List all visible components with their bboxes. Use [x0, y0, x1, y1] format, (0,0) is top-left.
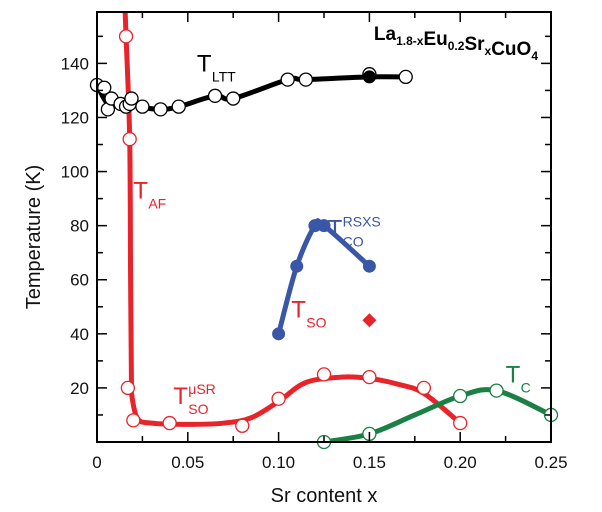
data-point-t-ltt [280, 72, 295, 87]
x-tick-label: 0.25 [534, 453, 567, 472]
data-point-t-c [453, 388, 468, 404]
data-point-t-so-sr [271, 391, 286, 406]
annotation-superscript: μSR [188, 381, 216, 397]
data-point-t-ltt [398, 69, 413, 85]
data-point-t-ltt [171, 99, 186, 114]
data-point-t-co-rsxs [317, 219, 331, 233]
annotation-subscript: AF [148, 196, 166, 212]
series-line-t-af [122, 12, 135, 391]
data-point-t-c [489, 383, 504, 398]
annotation-symbol: T [506, 362, 521, 389]
data-point-t-co-rsxs [290, 259, 304, 273]
data-point-t-ltt [124, 91, 139, 106]
y-tick-label: 40 [70, 325, 89, 344]
data-point-t-ltt [153, 102, 168, 117]
annotation-symbol: T [291, 297, 306, 324]
annotation-subscript: SO [306, 315, 326, 331]
y-tick-label: 100 [61, 163, 89, 182]
annotation-subscript: CO [343, 233, 364, 249]
x-tick-label: 0 [92, 453, 101, 472]
data-point-t-so-sr [416, 380, 432, 396]
x-axis-ticks: 0 0.05 0.10 0.15 0.20 0.25 [92, 12, 568, 472]
annotation-so: T SO [291, 297, 326, 331]
annotation-symbol: T [197, 50, 212, 77]
data-point-t-ltt [135, 99, 150, 114]
data-point-t-so [362, 313, 377, 328]
annotation-symbol: T [133, 178, 148, 205]
data-point-t-co-rsxs [362, 259, 376, 273]
y-tick-label: 20 [70, 379, 89, 398]
y-tick-label: 120 [61, 108, 89, 127]
annotation-af: T AF [133, 178, 166, 212]
data-point-t-so-sr [162, 415, 177, 431]
data-point-t-af [118, 29, 134, 44]
x-tick-label: 0.05 [171, 453, 204, 472]
data-point-t-af [122, 131, 137, 147]
data-point-t-so-sr [362, 369, 377, 385]
data-point-t-so-sr [453, 415, 468, 431]
annotation-symbol: T [173, 383, 188, 410]
data-point-t-so-sr [126, 413, 141, 428]
x-axis-label: Sr content x [271, 485, 378, 507]
series-markers [89, 29, 559, 450]
annotation-subscript: SO [188, 401, 208, 417]
data-point-t-ltt [207, 88, 223, 103]
annotation-ltt: T LTT [197, 50, 236, 84]
y-axis-label: Temperature (K) [23, 165, 45, 310]
chart-title: La1.8-xEu0.2SrxCuO4 [374, 24, 538, 63]
annotation-symbol: T [328, 215, 343, 242]
data-point-t-so-sr [120, 380, 136, 396]
y-axis-ticks: 20 40 60 80 100 120 140 [61, 35, 551, 416]
x-tick-label: 0.10 [262, 453, 295, 472]
data-point-t-co-rsxs [272, 327, 286, 341]
y-tick-label: 60 [70, 271, 89, 290]
annotation-subscript: LTT [212, 68, 236, 84]
data-point-t-ltt [226, 91, 241, 106]
data-point-t-ltt-filled [362, 70, 376, 84]
annotation-superscript: RSXS [343, 213, 381, 229]
data-point-t-ltt [298, 72, 313, 87]
annotation-subscript: C [521, 380, 531, 396]
annotation-co: T RSXS CO [328, 213, 381, 249]
y-tick-label: 140 [61, 54, 89, 73]
x-tick-label: 0.20 [444, 453, 477, 472]
x-tick-label: 0.15 [353, 453, 386, 472]
data-point-t-so-sr [316, 367, 332, 382]
y-tick-label: 80 [70, 217, 89, 236]
data-point-t-so-sr [235, 418, 250, 433]
series-line-t-c [321, 387, 551, 442]
